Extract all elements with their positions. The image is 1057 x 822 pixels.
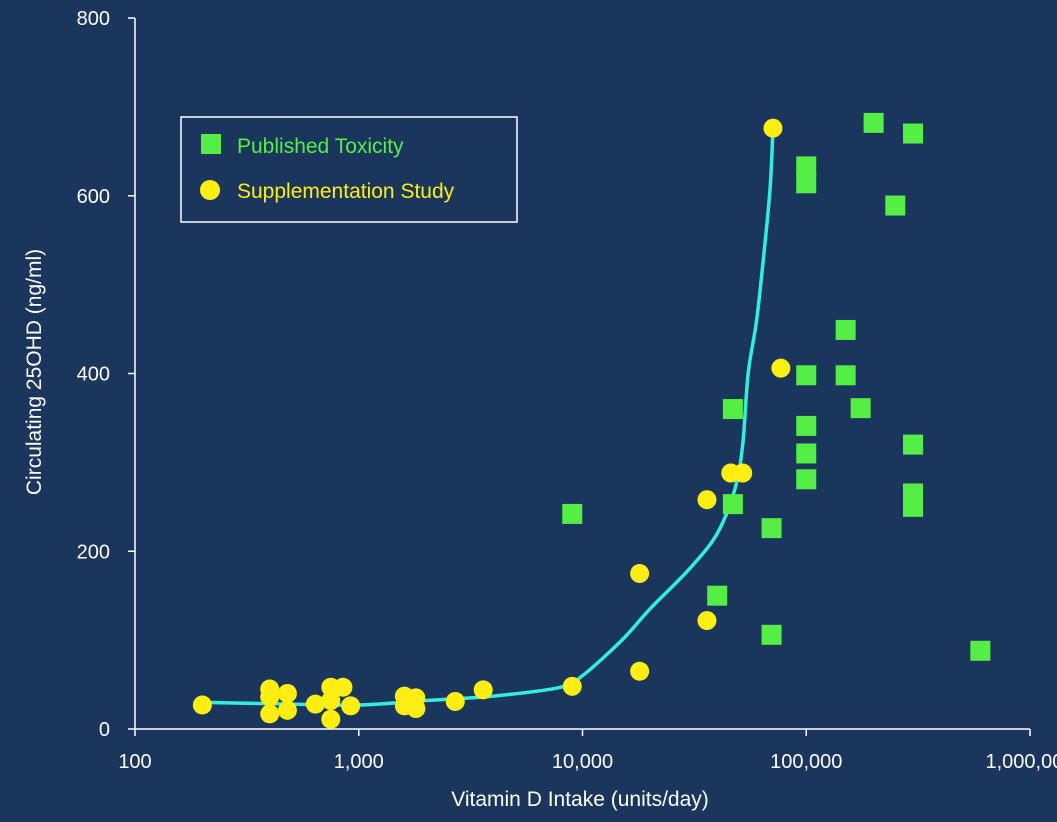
y-tick-label: 600 bbox=[77, 186, 110, 208]
legend-box bbox=[180, 116, 518, 223]
supplementation-point bbox=[341, 696, 361, 716]
supplementation-point bbox=[406, 699, 426, 719]
supplementation-point bbox=[277, 700, 297, 720]
supplementation-point bbox=[321, 691, 341, 711]
legend: Published Toxicity Supplementation Study bbox=[180, 116, 518, 223]
supplementation-point bbox=[260, 687, 280, 707]
x-tick-label: 10,000 bbox=[552, 751, 613, 773]
toxicity-point bbox=[835, 319, 856, 340]
supplementation-point bbox=[321, 709, 341, 729]
supplementation-point bbox=[630, 563, 650, 583]
supplementation-point bbox=[445, 691, 465, 711]
supplementation-point bbox=[305, 694, 325, 714]
toxicity-point bbox=[796, 365, 817, 386]
axes: 100 1,000 10,000 100,000 1,000,000 0 200 400 600… bbox=[77, 8, 1057, 773]
supplementation-point bbox=[277, 683, 297, 703]
toxicity-point bbox=[722, 399, 743, 420]
supplementation-point bbox=[260, 704, 280, 724]
x-tick-label: 1,000 bbox=[334, 751, 384, 773]
supplementation-point bbox=[333, 677, 353, 697]
y-tick-label: 800 bbox=[77, 8, 110, 30]
toxicity-point bbox=[707, 585, 728, 606]
legend-label-supplementation-study: Supplementation Study bbox=[237, 180, 455, 203]
legend-label-published-toxicity: Published Toxicity bbox=[237, 135, 404, 158]
toxicity-point bbox=[835, 365, 856, 386]
toxicity-point bbox=[722, 494, 743, 515]
supplementation-point bbox=[763, 118, 783, 138]
x-tick-label: 1,000,000 bbox=[986, 751, 1057, 773]
toxicity-point bbox=[796, 173, 817, 194]
toxicity-point bbox=[562, 503, 583, 524]
supplementation-point bbox=[697, 611, 717, 631]
supplementation-point bbox=[733, 463, 753, 483]
legend-circle-marker bbox=[200, 180, 220, 200]
toxicity-point bbox=[903, 434, 924, 455]
toxicity-point bbox=[796, 156, 817, 177]
supplementation-point bbox=[771, 358, 791, 378]
toxicity-point bbox=[885, 195, 906, 216]
y-tick-label: 400 bbox=[77, 364, 110, 386]
toxicity-point bbox=[761, 624, 782, 645]
toxicity-point bbox=[761, 518, 782, 539]
supplementation-point bbox=[697, 490, 717, 510]
toxicity-point bbox=[970, 640, 991, 661]
toxicity-point bbox=[796, 415, 817, 436]
y-tick-label: 0 bbox=[99, 719, 110, 741]
data-marks bbox=[192, 112, 991, 729]
toxicity-point bbox=[903, 123, 924, 144]
x-tick-label: 100 bbox=[118, 751, 151, 773]
x-tick-label: 100,000 bbox=[770, 751, 842, 773]
toxicity-point bbox=[796, 469, 817, 490]
toxicity-point bbox=[863, 112, 884, 133]
legend-square-marker bbox=[201, 134, 221, 154]
supplementation-point bbox=[473, 680, 493, 700]
toxicity-point bbox=[796, 443, 817, 464]
supplementation-point bbox=[192, 695, 212, 715]
toxicity-point bbox=[850, 398, 871, 419]
y-axis-label: Circulating 25OHD (ng/ml) bbox=[23, 249, 46, 495]
supplementation-point bbox=[562, 676, 582, 696]
toxicity-point bbox=[903, 496, 924, 517]
x-axis-label: Vitamin D Intake (units/day) bbox=[451, 788, 709, 811]
y-tick-label: 200 bbox=[77, 541, 110, 563]
supplementation-point bbox=[630, 661, 650, 681]
